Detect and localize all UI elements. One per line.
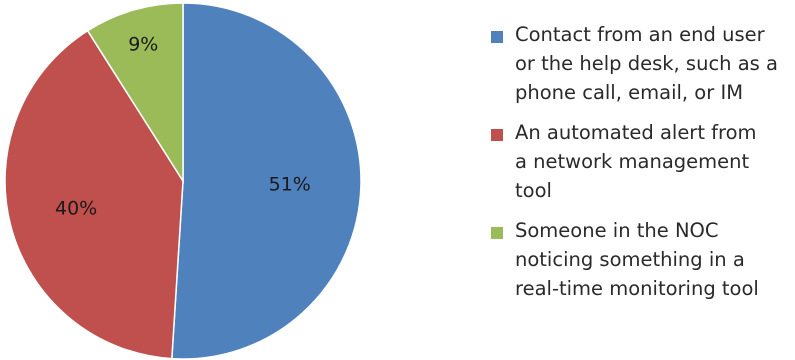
legend-swatch-blue xyxy=(491,31,503,43)
legend-label-line: Someone in the NOC xyxy=(515,219,719,242)
legend-label: Contact from an end user or the help des… xyxy=(515,20,791,107)
legend-item-end-user-contact: Contact from an end user or the help des… xyxy=(491,20,791,107)
legend-swatch-red xyxy=(491,129,503,141)
slice-percent-label: 51% xyxy=(269,173,311,195)
legend-label-line: a network management xyxy=(515,150,750,173)
slice-percent-label: 40% xyxy=(55,197,97,219)
pie-slice xyxy=(4,29,184,360)
pie-chart: 51% 40% 9% xyxy=(4,2,362,360)
legend-item-noc-monitoring: Someone in the NOC noticing something in… xyxy=(491,216,791,303)
legend-label-line: real-time monitoring tool xyxy=(515,277,759,300)
legend-label-line: tool xyxy=(515,179,552,202)
legend-label-line: An automated alert from xyxy=(515,121,757,144)
pie-slice xyxy=(86,2,184,184)
legend-label-line: noticing something in a xyxy=(515,248,745,271)
legend-label-line: phone call, email, or IM xyxy=(515,81,744,104)
legend-label-line: or the help desk, such as a xyxy=(515,52,778,75)
legend: Contact from an end user or the help des… xyxy=(491,20,791,314)
legend-swatch-green xyxy=(491,227,503,239)
legend-label: Someone in the NOC noticing something in… xyxy=(515,216,791,303)
slice-percent-label: 9% xyxy=(128,33,158,55)
pie-slice xyxy=(171,2,362,360)
legend-label: An automated alert from a network manage… xyxy=(515,118,791,205)
legend-item-automated-alert: An automated alert from a network manage… xyxy=(491,118,791,205)
legend-label-line: Contact from an end user xyxy=(515,23,765,46)
